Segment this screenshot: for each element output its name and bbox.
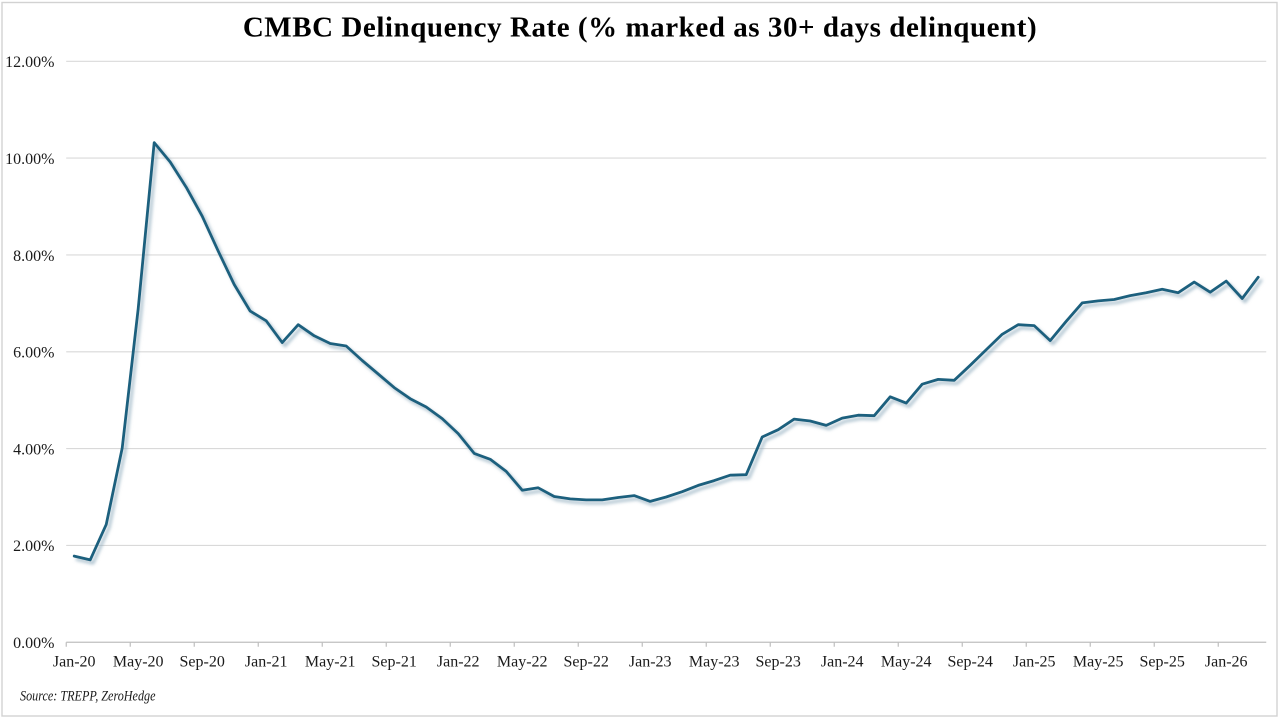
svg-text:2.00%: 2.00%: [13, 538, 54, 555]
svg-text:May-21: May-21: [305, 654, 356, 671]
svg-text:Jan-23: Jan-23: [629, 654, 672, 671]
svg-text:Sep-21: Sep-21: [372, 654, 417, 671]
svg-text:Sep-23: Sep-23: [756, 654, 801, 671]
svg-text:6.00%: 6.00%: [13, 345, 54, 362]
svg-text:May-23: May-23: [689, 654, 740, 671]
svg-text:CMBC Delinquency Rate (% marke: CMBC Delinquency Rate (% marked as 30+ d…: [243, 12, 1037, 44]
svg-text:Jan-20: Jan-20: [53, 654, 96, 671]
svg-text:Source: TREPP, ZeroHedge: Source: TREPP, ZeroHedge: [20, 689, 156, 705]
svg-text:Sep-22: Sep-22: [564, 654, 609, 671]
svg-text:May-20: May-20: [113, 654, 164, 671]
svg-text:May-24: May-24: [881, 654, 932, 671]
svg-text:Jan-26: Jan-26: [1205, 654, 1248, 671]
svg-text:8.00%: 8.00%: [13, 248, 54, 265]
svg-text:Sep-24: Sep-24: [948, 654, 993, 671]
svg-text:Sep-25: Sep-25: [1140, 654, 1185, 671]
svg-text:May-22: May-22: [497, 654, 548, 671]
svg-text:10.00%: 10.00%: [5, 151, 54, 168]
svg-text:May-25: May-25: [1073, 654, 1124, 671]
svg-text:12.00%: 12.00%: [5, 54, 54, 71]
svg-text:0.00%: 0.00%: [13, 635, 54, 652]
svg-text:Jan-22: Jan-22: [437, 654, 480, 671]
svg-text:Jan-25: Jan-25: [1013, 654, 1056, 671]
svg-text:Jan-21: Jan-21: [245, 654, 288, 671]
svg-text:Jan-24: Jan-24: [821, 654, 864, 671]
svg-text:4.00%: 4.00%: [13, 441, 54, 458]
svg-text:Sep-20: Sep-20: [180, 654, 225, 671]
